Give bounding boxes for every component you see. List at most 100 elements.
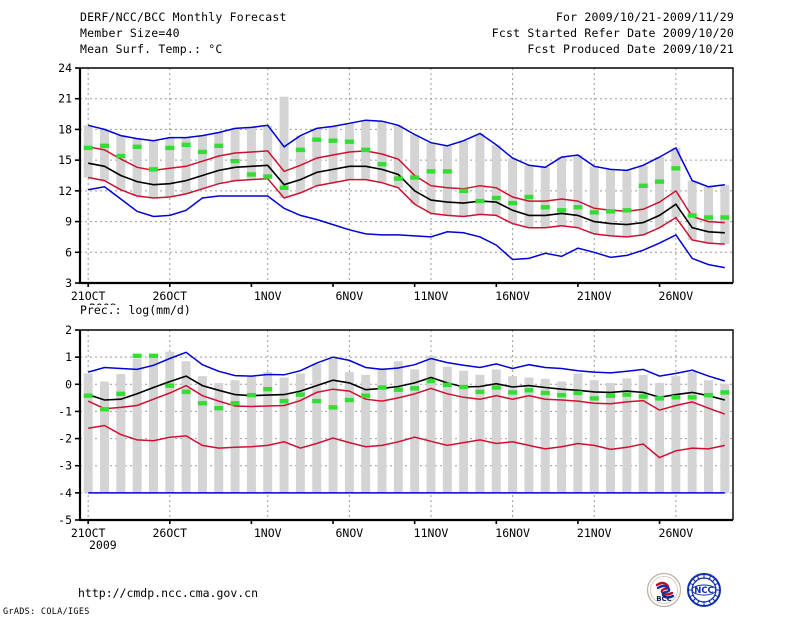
y-axis-tick-label: 6 — [65, 245, 72, 259]
y-axis-tick-label: -4 — [58, 486, 72, 500]
ensemble-range-bar — [165, 137, 175, 197]
x-axis-tick-label: 26OCT — [152, 526, 187, 540]
ensemble-range-bar — [99, 381, 109, 493]
y-axis-tick-label: 3 — [65, 276, 72, 290]
ensemble-range-bar — [475, 374, 485, 493]
forecast-period: For 2009/10/21-2009/11/29 — [555, 10, 734, 24]
ensemble-range-bar — [442, 366, 452, 493]
ensemble-range-bar — [230, 128, 240, 181]
ensemble-range-bar — [197, 376, 207, 493]
ensemble-range-bar — [312, 128, 322, 186]
ensemble-range-bar — [655, 157, 665, 228]
ensemble-range-bar — [181, 361, 191, 493]
ensemble-range-bar — [214, 132, 224, 184]
logo-group: BCC NCC — [646, 572, 726, 608]
y-axis-tick-label: 15 — [58, 153, 72, 167]
x-axis-year-label: 2009 — [89, 301, 117, 305]
y-axis-tick-label: 24 — [58, 61, 72, 75]
ensemble-range-bar — [344, 372, 354, 493]
ensemble-range-bar — [589, 166, 599, 234]
forecast-title: DERF/NCC/BCC Monthly Forecast — [80, 10, 287, 24]
ensemble-range-bar — [116, 373, 126, 493]
ensemble-range-bar — [589, 380, 599, 493]
ensemble-range-bar — [557, 157, 567, 226]
x-axis-year-label: 2009 — [89, 538, 117, 552]
x-axis-tick-label: 21OCT — [71, 526, 106, 540]
ensemble-range-bar — [246, 376, 256, 493]
ensemble-range-bar — [312, 363, 322, 493]
series-line-q75 — [87, 384, 726, 415]
website-url[interactable]: http://cmdp.ncc.cma.gov.cn — [78, 586, 259, 600]
ensemble-range-bar — [687, 180, 697, 240]
y-axis-tick-label: -1 — [58, 404, 72, 418]
series-line-q75 — [88, 146, 725, 224]
ensemble-range-bar — [377, 368, 387, 493]
series-line-q25 — [88, 424, 725, 459]
ensemble-range-bar — [83, 373, 93, 493]
ensemble-range-bar — [230, 380, 240, 493]
ensemble-range-bar — [622, 170, 632, 237]
ensemble-range-bar — [540, 378, 550, 493]
ensemble-range-bar — [83, 125, 93, 178]
y-axis-tick-label: 9 — [65, 215, 72, 229]
ensemble-range-bar — [720, 383, 730, 493]
ncc-logo-icon: NCC — [687, 573, 721, 607]
ensemble-range-bar — [99, 129, 109, 181]
ensemble-range-bar — [132, 358, 142, 493]
ensemble-range-bar — [148, 357, 158, 493]
x-axis-tick-label: 26NOV — [659, 526, 694, 540]
ensemble-range-bar — [426, 355, 436, 493]
fcst-started-date: Fcst Started Refer Date 2009/10/20 — [491, 26, 734, 40]
ensemble-range-bar — [704, 186, 714, 244]
temp-variable-label: Mean Surf. Temp.: °C — [80, 42, 223, 56]
y-axis-tick-label: 0 — [65, 377, 72, 391]
ensemble-range-bar — [377, 121, 387, 183]
y-axis-tick-label: 1 — [65, 350, 72, 364]
y-axis-tick-label: -5 — [58, 513, 72, 527]
ensemble-range-bar — [295, 135, 305, 193]
x-axis-tick-label: 6NOV — [336, 289, 364, 303]
prec-variable-label: Prec.: log(mm/d) — [80, 303, 191, 317]
ensemble-range-bar — [393, 361, 403, 493]
ensemble-range-bar — [606, 169, 616, 236]
ensemble-range-bar — [263, 372, 273, 493]
x-axis-tick-label: 26OCT — [152, 289, 187, 303]
ensemble-range-bar — [638, 374, 648, 493]
x-axis-tick-label: 26NOV — [659, 289, 694, 303]
ensemble-range-bar — [687, 372, 697, 493]
y-axis-tick-label: 2 — [65, 323, 72, 337]
ensemble-range-bar — [491, 144, 501, 216]
member-size-text: Member Size=40 — [80, 26, 180, 40]
ensemble-range-bar — [165, 351, 175, 493]
ensemble-range-bar — [361, 374, 371, 493]
series-line-min — [88, 186, 725, 269]
series-line-q25 — [88, 176, 725, 245]
ensemble-range-bar — [508, 376, 518, 493]
x-axis-tick-label: 11NOV — [414, 526, 449, 540]
y-axis-tick-label: -3 — [58, 459, 72, 473]
svg-text:BCC: BCC — [656, 595, 672, 603]
ensemble-range-bar — [475, 133, 485, 215]
ensemble-range-bar — [116, 135, 126, 190]
fcst-produced-date: Fcst Produced Date 2009/10/21 — [527, 42, 734, 56]
ensemble-range-bar — [720, 184, 730, 245]
ensemble-range-bar — [410, 369, 420, 493]
ensemble-range-bar — [328, 358, 338, 493]
x-axis-tick-label: 21NOV — [577, 289, 612, 303]
x-axis-tick-label: 6NOV — [336, 526, 364, 540]
x-axis-tick-label: 21NOV — [577, 526, 612, 540]
y-axis-tick-label: 18 — [58, 122, 72, 136]
svg-text:NCC: NCC — [694, 586, 714, 596]
x-axis-tick-label: 16NOV — [495, 526, 530, 540]
ensemble-range-bar — [704, 380, 714, 493]
y-axis-tick-label: 21 — [58, 92, 72, 106]
ensemble-range-bar — [540, 167, 550, 228]
y-axis-tick-label: 12 — [58, 184, 72, 198]
ensemble-range-bar — [573, 373, 583, 493]
series-line-median — [87, 375, 726, 401]
ensemble-range-bar — [671, 147, 681, 218]
ensemble-range-bar — [459, 370, 469, 493]
precipitation-chart: -5 -4 -3 -2 -1 0 1 2 21OCT 26OCT 1NOV 6NOV 11NOV 16NO… — [0, 318, 800, 568]
ensemble-range-bar — [622, 378, 632, 493]
x-axis-tick-label: 21OCT — [71, 289, 106, 303]
